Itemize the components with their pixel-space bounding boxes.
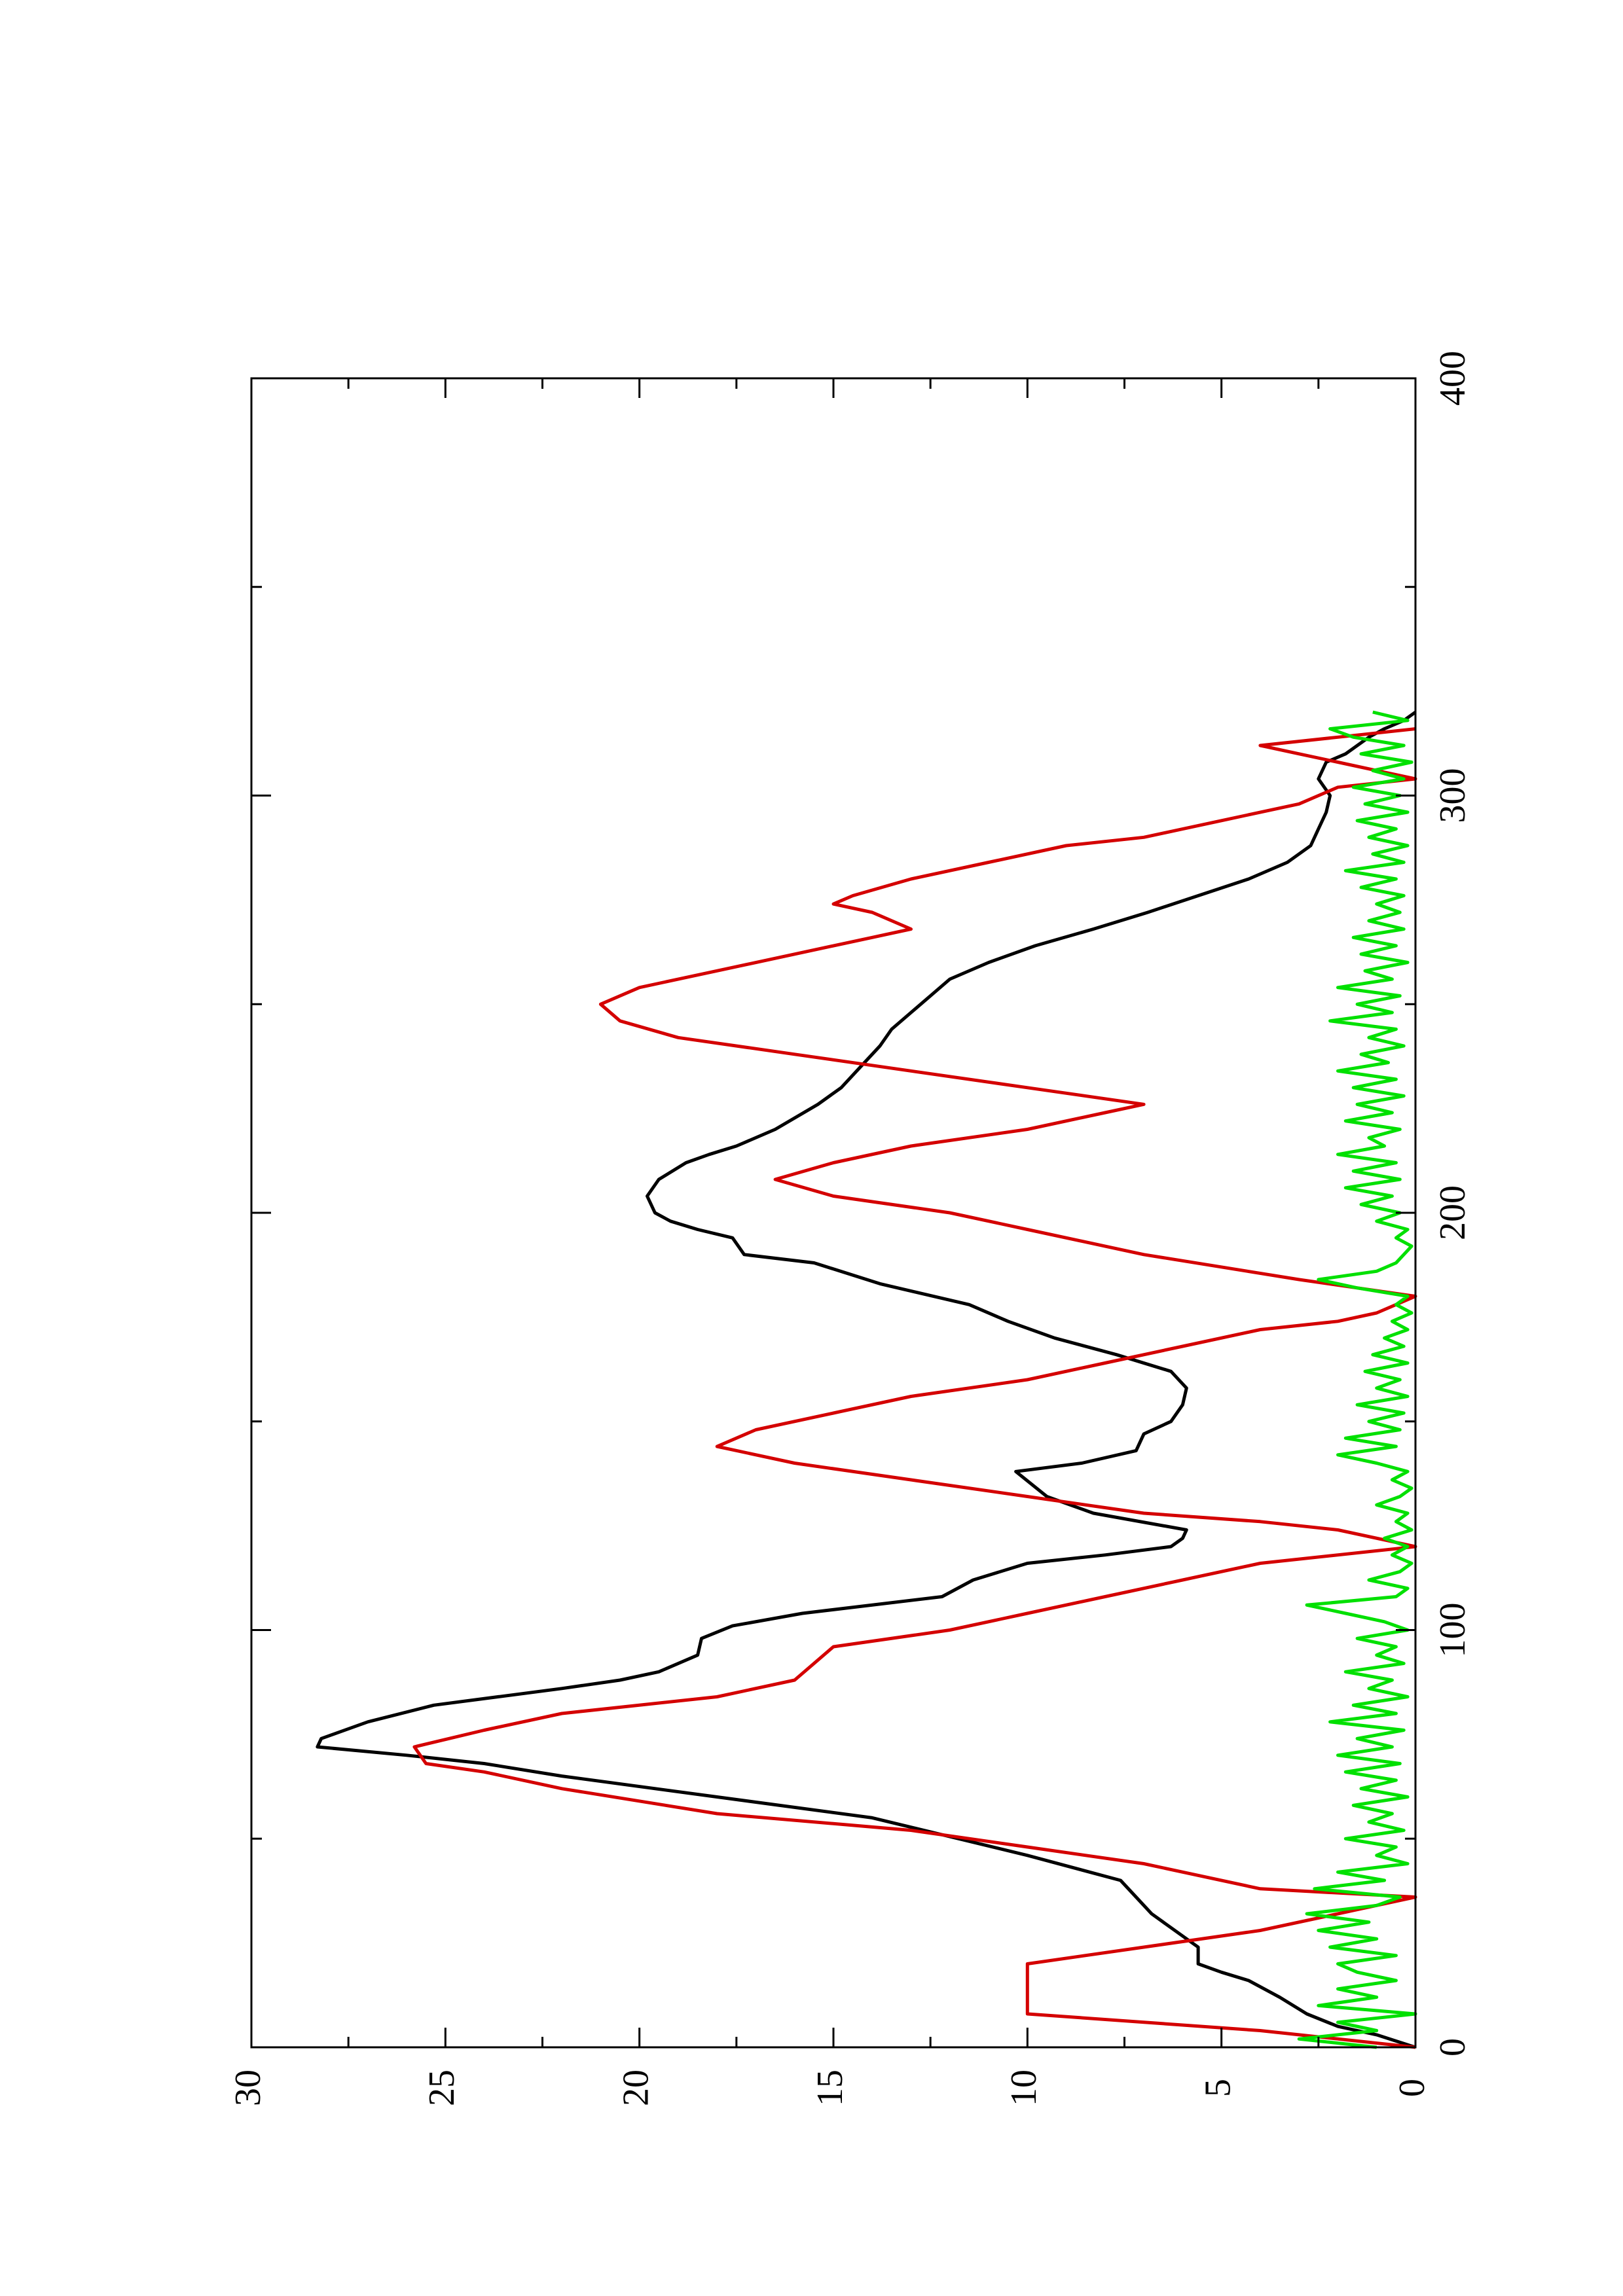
x-tick-label: 200 [1432,1185,1473,1240]
axes: 0 100 200 300 400 0 5 10 15 20 25 30 [228,351,1473,2106]
plot-area [316,710,1417,2049]
red-series-line [412,727,1417,2049]
black-series-line [316,710,1417,2049]
y-tick-label: 30 [228,2070,268,2106]
y-tick-label: 5 [1198,2079,1239,2097]
y-tick-label: 10 [1004,2070,1044,2106]
x-tick-label: 100 [1432,1603,1473,1658]
y-tick-label: 20 [616,2070,657,2106]
green-series-line [1297,710,1417,2049]
x-tick-label: 400 [1432,351,1473,406]
y-tick-label: 25 [422,2070,462,2106]
plot-frame [250,377,1417,2049]
x-tick-label: 300 [1432,768,1473,823]
x-tick-label: 0 [1432,2038,1473,2056]
y-tick-label: 15 [810,2070,850,2106]
y-tick-label: 0 [1392,2079,1432,2097]
